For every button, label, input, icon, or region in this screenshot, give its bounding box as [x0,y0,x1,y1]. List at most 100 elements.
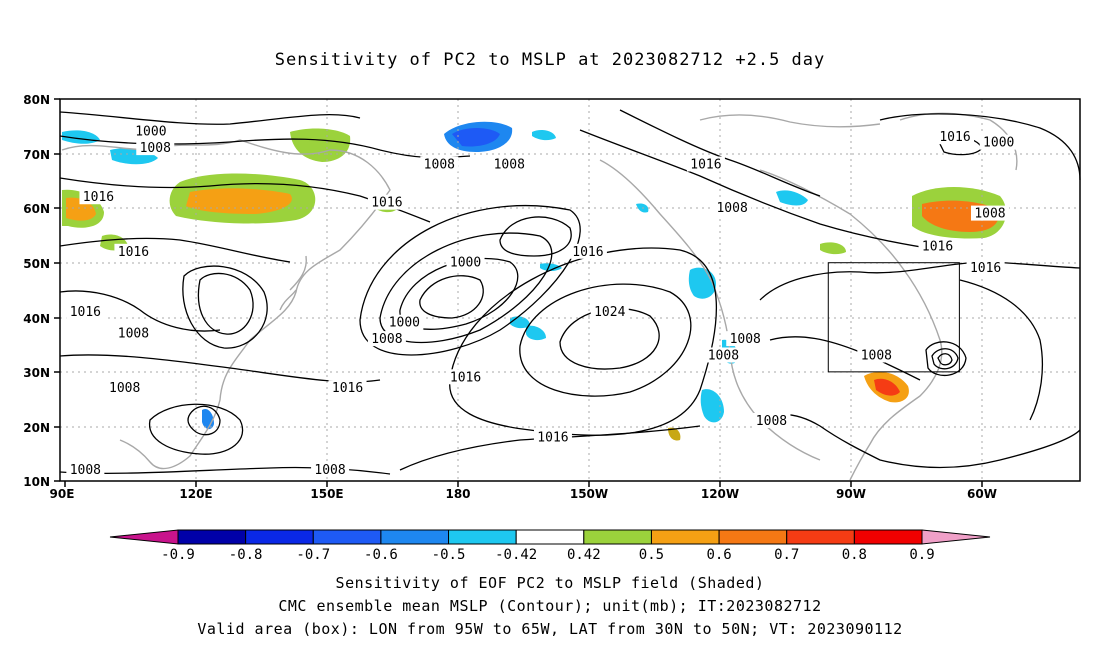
shade-negative [526,325,546,341]
valid-area-box [827,262,960,373]
contour-label: 1000 [983,136,1014,151]
shade-positive [874,378,900,396]
contour-label-bg [114,243,153,259]
caption-line-2: CMC ensemble mean MSLP (Contour); unit(m… [278,597,822,615]
contour-label: 1008 [314,463,345,478]
colorbar-swatch [515,529,585,545]
colorbar-low-triangle [109,529,179,545]
contour-label: 1016 [118,245,149,260]
coast-japan [279,255,307,311]
contour-label-bg [936,129,975,145]
contour-label: 1000 [450,256,481,271]
coast-asia [61,139,391,470]
colorbar-label: -0.8 [229,547,263,563]
colorbar-swatch [245,529,314,545]
lat-tick-label: 20N [23,421,50,435]
shade-positive [186,188,292,214]
contour-label: 1008 [974,207,1005,222]
colorbar-swatch [583,529,652,545]
lat-labels: 80N 70N 60N 50N 40N 30N 20N 10N [23,93,50,489]
contour-label-bg [490,156,529,172]
contour-label-bg [446,369,485,385]
colorbar-label: -0.7 [296,547,330,563]
contour-line [399,425,701,471]
contour-line [959,279,1044,421]
lat-tick-label: 10N [23,475,50,489]
shade-positive [668,427,681,441]
lat-tick-label: 60N [23,202,50,216]
contour-label: 1008 [708,348,739,363]
contour-label: 1000 [389,316,420,331]
contour-label-bg [704,347,743,363]
contour-label-bg [367,331,406,347]
lat-tick-label: 50N [23,257,50,271]
contour-label-bg [367,194,406,210]
contour-label-bg [66,462,105,478]
contour-line [59,466,391,475]
contour-line [59,111,361,125]
contour-line [759,413,1081,469]
contour-label-bg [726,331,765,347]
contour-line [149,403,244,455]
colorbar-label: -0.6 [364,547,398,563]
colorbar-swatch [650,529,720,545]
shade-negative [202,408,214,430]
colorbar-high-triangle [921,529,991,545]
contour-label: 1024 [594,305,625,320]
shade-negative [700,389,724,423]
colorbar: -0.9 -0.8 -0.7 -0.6 -0.5 -0.42 0.42 0.5 0.6 0.7 0.… [109,529,991,563]
contour-line [59,135,471,159]
lon-tick-label: 120W [701,487,739,501]
contour-label: 1008 [109,381,140,396]
contour-label: 1008 [756,414,787,429]
contour-label-bg [686,156,725,172]
contour-line [769,336,921,381]
contour-label-bg [857,347,896,363]
shade-positive [290,128,351,162]
contour-label-bg [136,140,175,156]
contour-label-bg [590,303,629,319]
contour-label: 1008 [861,348,892,363]
axis-ticks [54,98,983,487]
contour-line [579,129,941,251]
shade-negative [776,190,808,206]
contour-label-bg [328,380,367,396]
shade-negative [540,263,562,271]
contour-label: 1016 [332,381,363,396]
contour-line [182,265,268,349]
lon-tick-label: 150W [570,487,608,501]
lon-tick-label: 60W [967,487,997,501]
contour-label: 1008 [140,141,171,156]
contour-label: 1008 [494,157,525,172]
contour-label: 1016 [450,370,481,385]
contour-line [759,261,1081,301]
sensitivity-shading [62,128,1007,441]
contour-line [879,113,1081,181]
coast-namerica [759,169,943,481]
colorbar-swatch [312,529,382,545]
caption-line-1: Sensitivity of EOF PC2 to MSLP field (Sh… [335,574,765,592]
colorbar-label: 0.9 [909,547,934,563]
lon-tick-label: 90E [50,487,75,501]
lon-tick-label: 120E [179,487,212,501]
coast-arctic [699,114,881,128]
contour-label-bg [966,260,1005,276]
colorbar-swatch [853,529,923,545]
colorbar-label: 0.6 [706,547,731,563]
colorbar-swatch [448,529,517,545]
lon-tick-label: 90W [836,487,866,501]
contour-line [59,290,221,332]
contour-label: 1008 [371,332,402,347]
contour-label: 1016 [572,245,603,260]
contour-label: 1016 [970,261,1001,276]
contour-label-bg [79,189,118,205]
shade-positive [820,242,846,255]
lat-tick-label: 80N [23,93,50,107]
contour-label: 1008 [70,463,101,478]
contour-label-bg [533,429,572,445]
contour-label: 1000 [135,125,166,140]
contour-line [379,232,553,344]
contour-label: 1016 [939,130,970,145]
colorbar-swatch [718,529,788,545]
